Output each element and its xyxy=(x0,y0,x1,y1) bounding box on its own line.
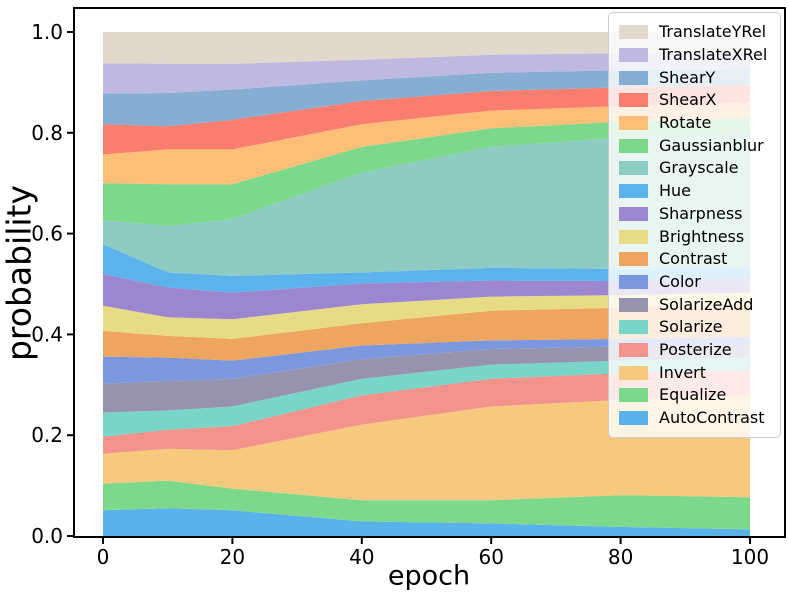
y-tick-label: 0.8 xyxy=(31,121,63,145)
legend-swatch-Invert xyxy=(619,365,648,380)
legend-label: ShearY xyxy=(659,67,716,87)
x-tick-label: 40 xyxy=(349,545,374,569)
legend-swatch-Posterize xyxy=(619,342,648,357)
legend-item-AutoContrast: AutoContrast xyxy=(619,407,770,430)
legend-label: Equalize xyxy=(659,385,727,405)
legend-item-Hue: Hue xyxy=(619,180,770,203)
legend-item-TranslateXRel: TranslateXRel xyxy=(619,44,770,67)
legend-item-ShearX: ShearX xyxy=(619,89,770,112)
legend-label: Contrast xyxy=(659,249,728,269)
x-tick-label: 80 xyxy=(608,545,633,569)
legend-swatch-AutoContrast xyxy=(619,411,648,426)
area-Invert xyxy=(103,394,750,501)
area-Solarize xyxy=(103,357,750,437)
area-Sharpness xyxy=(103,273,750,320)
legend-item-Contrast: Contrast xyxy=(619,248,770,271)
legend-swatch-Contrast xyxy=(619,252,648,267)
legend-item-Invert: Invert xyxy=(619,361,770,384)
legend-label: Posterize xyxy=(659,339,732,359)
legend-item-Rotate: Rotate xyxy=(619,112,770,135)
legend-swatch-Grayscale xyxy=(619,161,648,176)
legend-item-Solarize: Solarize xyxy=(619,316,770,339)
legend-swatch-ShearY xyxy=(619,70,648,85)
legend-label: Gaussianblur xyxy=(659,135,764,155)
area-Contrast xyxy=(103,304,750,361)
legend-item-ShearY: ShearY xyxy=(619,66,770,89)
legend-item-Grayscale: Grayscale xyxy=(619,157,770,180)
y-tick-label: 1.0 xyxy=(31,20,63,44)
legend-swatch-TranslateXRel xyxy=(619,48,648,63)
legend-swatch-Brightness xyxy=(619,229,648,244)
legend-label: TranslateXRel xyxy=(659,45,768,65)
area-Posterize xyxy=(103,369,750,454)
legend-swatch-ShearX xyxy=(619,93,648,108)
legend-swatch-Color xyxy=(619,274,648,289)
area-SolarizeAdd xyxy=(103,344,750,413)
area-TranslateXRel xyxy=(103,52,750,94)
area-Hue xyxy=(103,244,750,293)
legend: TranslateYRel TranslateXRel ShearY ShearX Ro… xyxy=(608,12,781,439)
x-tick-label: 100 xyxy=(731,545,769,569)
y-tick-label: 0.2 xyxy=(31,423,63,447)
area-AutoContrast xyxy=(103,508,750,536)
area-TranslateYRel xyxy=(103,32,750,64)
area-Gaussianblur xyxy=(103,117,750,226)
legend-label: Rotate xyxy=(659,113,712,133)
legend-label: AutoContrast xyxy=(659,408,765,428)
legend-swatch-Hue xyxy=(619,184,648,199)
area-ShearX xyxy=(103,84,750,155)
legend-item-Sharpness: Sharpness xyxy=(619,203,770,226)
legend-label: Hue xyxy=(659,181,692,201)
legend-item-Brightness: Brightness xyxy=(619,225,770,248)
legend-label: Solarize xyxy=(659,317,723,337)
y-tick-label: 0.4 xyxy=(31,322,63,346)
legend-item-Equalize: Equalize xyxy=(619,384,770,407)
y-axis-label: probability xyxy=(0,184,39,362)
x-tick-label: 60 xyxy=(478,545,503,569)
legend-label: Sharpness xyxy=(659,203,743,223)
legend-item-TranslateYRel: TranslateYRel xyxy=(619,21,770,44)
area-Equalize xyxy=(103,480,750,530)
legend-swatch-Solarize xyxy=(619,320,648,335)
legend-swatch-TranslateYRel xyxy=(619,25,648,40)
legend-item-Color: Color xyxy=(619,271,770,294)
legend-label: Grayscale xyxy=(659,158,739,178)
x-tick-label: 0 xyxy=(97,545,110,569)
legend-label: Color xyxy=(659,271,701,291)
legend-swatch-Sharpness xyxy=(619,206,648,221)
area-ShearY xyxy=(103,68,750,127)
legend-swatch-Rotate xyxy=(619,116,648,131)
area-Color xyxy=(103,336,750,384)
legend-swatch-Gaussianblur xyxy=(619,138,648,153)
legend-swatch-Equalize xyxy=(619,388,648,403)
x-axis-label: epoch xyxy=(387,560,471,592)
y-tick-label: 0.0 xyxy=(31,524,63,548)
legend-label: SolarizeAdd xyxy=(659,294,754,314)
area-Brightness xyxy=(103,292,750,339)
legend-swatch-SolarizeAdd xyxy=(619,297,648,312)
legend-item-Gaussianblur: Gaussianblur xyxy=(619,134,770,157)
x-tick-label: 20 xyxy=(220,545,245,569)
legend-label: ShearX xyxy=(659,90,717,110)
legend-label: Invert xyxy=(659,362,707,382)
area-Rotate xyxy=(103,102,750,185)
legend-label: TranslateYRel xyxy=(659,22,767,42)
legend-item-Posterize: Posterize xyxy=(619,339,770,362)
legend-label: Brightness xyxy=(659,226,745,246)
plot-border xyxy=(73,7,786,538)
area-Grayscale xyxy=(103,132,750,276)
legend-item-SolarizeAdd: SolarizeAdd xyxy=(619,293,770,316)
y-tick-label: 0.6 xyxy=(31,222,63,246)
